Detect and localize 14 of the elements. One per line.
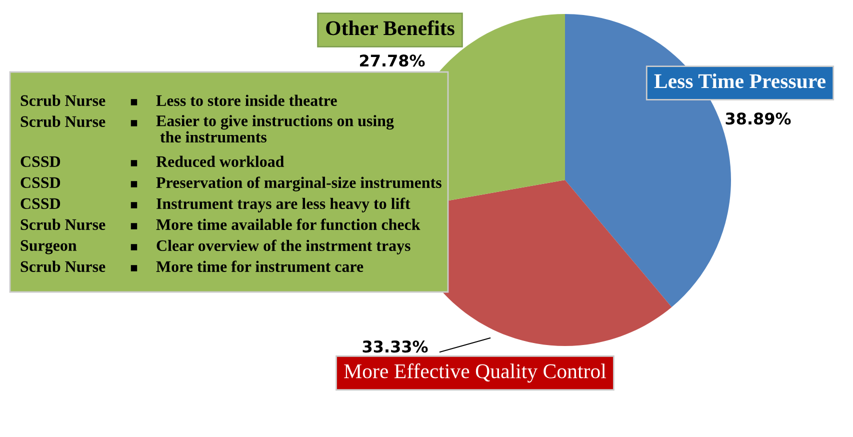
text: CSSD ▪ Instrument trays are less heavy to lift <box>20 198 410 212</box>
text: Scrub Nurse ▪ More time available for function check <box>20 218 420 230</box>
data-label: 38.89% <box>726 112 791 125</box>
text: CSSD ▪ Reduced workload <box>20 156 284 168</box>
slice-label: More Effective Quality Control <box>344 363 606 383</box>
text: CSSD ▪ Preservation of marginal-size instruments <box>20 176 442 192</box>
text: Scrub Nurse ▪ Less to store inside theatre <box>20 94 337 106</box>
slice-label: Less Time Pressure <box>654 74 826 88</box>
text: Scrub Nurse ▪ Easier to give instructions on using the instruments <box>20 115 394 143</box>
slice-label: Other Benefits <box>326 20 454 36</box>
data-label: 27.78% <box>360 54 425 67</box>
text: Surgeon ▪ Clear overview of the instrment trays <box>20 240 410 254</box>
text: Scrub Nurse ▪ More time for instrument care <box>20 260 364 272</box>
data-label: 33.33% <box>362 340 428 353</box>
